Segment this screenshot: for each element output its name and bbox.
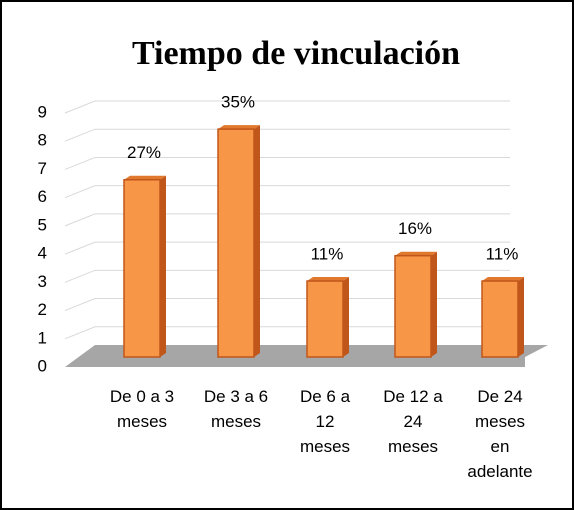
bar-side — [254, 125, 260, 357]
data-label: 11% — [311, 245, 344, 264]
bar-side — [431, 251, 437, 357]
chart-title: Tiempo de vinculación — [132, 35, 460, 72]
grid-line — [64, 100, 510, 114]
bar — [394, 251, 437, 358]
grid-line — [64, 156, 510, 170]
data-label: 35% — [221, 93, 255, 112]
y-tick-label: 6 — [38, 187, 47, 206]
y-tick-label: 3 — [38, 272, 47, 291]
y-tick-label: 9 — [38, 102, 47, 121]
bar-front — [481, 280, 519, 358]
bar — [217, 125, 260, 358]
bar-front — [123, 178, 161, 358]
y-tick-label: 5 — [38, 215, 47, 234]
grid-line — [64, 326, 510, 340]
y-tick-label: 8 — [38, 131, 47, 150]
grid-line — [64, 241, 510, 255]
grid-line — [64, 128, 510, 142]
data-label: 16% — [398, 219, 432, 238]
x-tick-label: De 12 a 24 meses — [383, 387, 443, 456]
bar-top — [124, 175, 166, 180]
bar-top — [395, 251, 437, 256]
data-label: 27% — [127, 143, 161, 162]
bar-side — [518, 277, 524, 357]
y-tick-label: 1 — [38, 328, 47, 347]
x-tick-label: De 3 a 6 meses — [203, 387, 269, 431]
bar-front — [306, 280, 344, 358]
bar-top — [482, 277, 524, 282]
data-label: 11% — [486, 245, 519, 264]
bar-front — [394, 254, 432, 358]
bar-side — [160, 175, 166, 357]
grid-line — [64, 213, 510, 227]
x-tick-label: De 24 meses en adelante — [467, 387, 533, 481]
y-tick-label: 2 — [38, 300, 47, 319]
bar — [481, 277, 524, 358]
grid-line — [64, 269, 510, 283]
x-tick-label: De 0 a 3 meses — [109, 387, 175, 431]
y-tick-label: 4 — [38, 244, 47, 263]
bar-top — [307, 277, 349, 282]
bar-top — [218, 125, 260, 130]
y-tick-label: 0 — [38, 356, 47, 375]
x-tick-label: De 6 a 12 meses — [299, 387, 351, 456]
bar — [306, 277, 349, 358]
bar — [123, 175, 166, 358]
grid-line — [64, 185, 510, 199]
bar-side — [343, 277, 349, 357]
y-tick-label: 7 — [38, 159, 47, 178]
bar-front — [217, 128, 255, 358]
grid-line — [64, 298, 510, 312]
